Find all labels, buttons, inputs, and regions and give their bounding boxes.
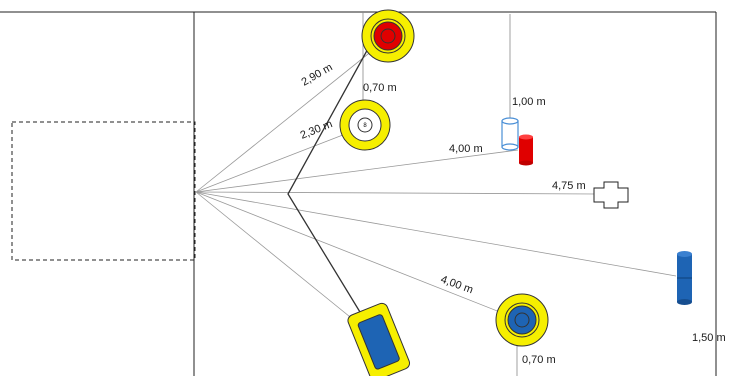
ray-2-90 — [195, 37, 389, 193]
cylinder-outline — [501, 120, 519, 148]
cylinder-pair — [501, 117, 533, 166]
ray-4-00-top — [195, 149, 519, 193]
label-0-70-top: 0,70 m — [363, 82, 397, 94]
robot-path — [287, 35, 376, 336]
ray-4-00-bottom — [195, 191, 516, 319]
ray-2-30 — [195, 125, 367, 193]
cylinder-red — [519, 137, 533, 163]
target-blue — [495, 293, 549, 347]
cylinder-blue — [677, 251, 692, 305]
label-1-50: 1,50 m — [692, 332, 726, 344]
label-2-30: 2,30 m — [299, 118, 335, 142]
dashed-start-zone — [11, 121, 196, 261]
field-frame — [0, 11, 717, 376]
target-red — [361, 9, 415, 63]
target-white: 8 — [339, 99, 391, 151]
label-1-00: 1,00 m — [512, 96, 546, 108]
label-4-75: 4,75 m — [552, 180, 586, 192]
ray-4-75 — [195, 191, 597, 195]
label-4-00-bottom: 4,00 m — [439, 274, 475, 297]
target-badge: 8 — [363, 123, 367, 129]
ray-1-50 — [195, 191, 677, 277]
cross-marker — [593, 181, 629, 209]
distance-rays — [195, 37, 677, 339]
label-2-90: 2,90 m — [300, 61, 335, 88]
label-0-70-bottom: 0,70 m — [522, 354, 556, 366]
landing-pad — [347, 302, 411, 376]
label-4-00-top: 4,00 m — [449, 143, 483, 155]
ray-pad — [195, 191, 377, 339]
